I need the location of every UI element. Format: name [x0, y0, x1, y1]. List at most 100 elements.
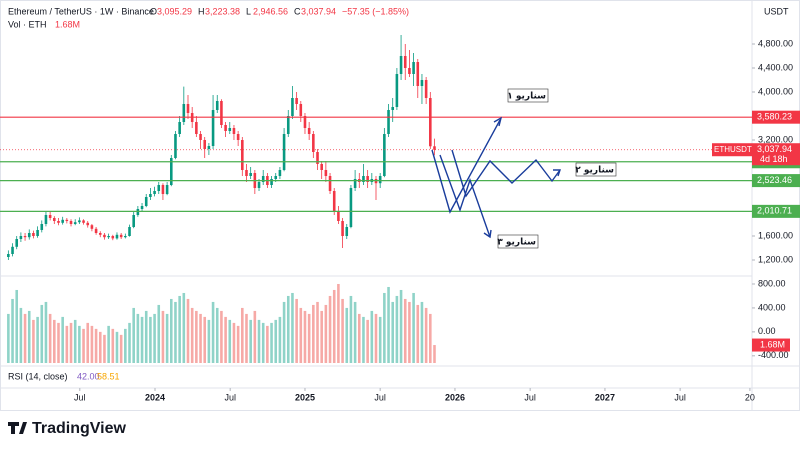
volume-bar — [169, 298, 173, 363]
x-tick-label: 2024 — [145, 392, 165, 402]
annotation: سناریو ۳ — [497, 238, 536, 248]
candle-body — [61, 219, 64, 223]
volume-bar — [391, 301, 395, 363]
volume-bar — [236, 325, 240, 363]
volume-bar — [224, 316, 227, 363]
candle-body — [416, 62, 420, 86]
candle-body — [403, 56, 407, 68]
candle-body — [111, 236, 115, 239]
level-label: 2,523.46 — [757, 175, 792, 185]
volume-bar — [324, 304, 328, 363]
ohlc-key: C — [294, 6, 301, 16]
last-price-label: 3,037.94 — [757, 144, 792, 154]
candle-body — [220, 101, 223, 125]
y-tick-label: 4,400.00 — [758, 62, 793, 72]
volume-bar — [345, 307, 349, 363]
candle-body — [57, 221, 60, 223]
candle-body — [241, 140, 244, 170]
candle-body — [48, 215, 52, 218]
volume-bar — [249, 319, 252, 363]
plot: 4,800.00 4,400.00 4,000.00 3,200.00 1,600.00… — [0, 35, 800, 402]
candle-body — [115, 234, 119, 239]
volume-bar — [132, 307, 135, 363]
arrow-head — [553, 169, 561, 177]
x-tick-label: Jul — [524, 392, 536, 402]
rsi-value: 42.00 — [77, 371, 100, 381]
price-label-box — [752, 143, 800, 166]
volume-bar — [278, 316, 282, 363]
candle-body — [195, 122, 198, 134]
price-label-box — [752, 110, 800, 124]
volume-bar — [73, 319, 77, 363]
ohlc-value: 2,946.56 — [253, 6, 288, 16]
candle-body — [291, 98, 294, 116]
volume-bar — [48, 313, 52, 363]
brand: TradingView — [32, 420, 127, 437]
candle-body — [69, 221, 73, 224]
candle-body — [15, 239, 19, 247]
volume-bar — [429, 313, 432, 363]
candle-body — [65, 219, 69, 221]
volume-bar — [27, 310, 31, 363]
candle-body — [82, 220, 85, 223]
volume-bar — [161, 310, 165, 363]
volume-bar — [19, 307, 23, 363]
candle-body — [303, 116, 307, 128]
candle-body — [353, 179, 357, 188]
volume-bar — [316, 301, 319, 363]
countdown: 4d 18h — [760, 154, 788, 164]
volume-bar — [195, 310, 198, 363]
annotation-box — [497, 234, 539, 249]
logo-mark — [8, 422, 27, 434]
candle-body — [412, 62, 415, 74]
volume-bar — [295, 298, 298, 363]
volume-bar — [182, 292, 186, 363]
volume-bar — [36, 316, 39, 363]
volume-bar — [257, 319, 261, 363]
volume-bar — [211, 301, 215, 363]
volume-bar — [245, 313, 248, 363]
volume-bar — [174, 301, 177, 363]
arrow-head — [493, 116, 503, 127]
volume-bar — [199, 313, 202, 363]
volume-bar — [270, 322, 273, 363]
volume-bar — [94, 328, 98, 363]
annotation: سناریو ۱ — [507, 92, 546, 102]
candle-body — [307, 128, 311, 134]
volume-bar — [349, 295, 353, 363]
candle-body — [94, 228, 98, 233]
rsi-label: RSI (14, close) — [8, 371, 68, 381]
candle-body — [211, 110, 215, 146]
candle-body — [366, 176, 369, 182]
candle-body — [132, 215, 135, 227]
candle-body — [124, 236, 127, 238]
level-label: 2,010.71 — [757, 206, 792, 216]
volume-bar — [115, 331, 119, 363]
volume-bar — [341, 298, 344, 363]
volume-bar — [307, 313, 311, 363]
volume-bar — [203, 316, 207, 363]
candle-body — [144, 197, 148, 206]
candle-body — [320, 164, 323, 170]
volume-bar — [274, 319, 278, 363]
candle-body — [349, 188, 353, 227]
x-tick-label: 20 — [745, 392, 755, 402]
volume-bar — [11, 298, 14, 363]
candle-body — [215, 101, 219, 110]
volume-bar — [362, 316, 365, 363]
candle-body — [174, 134, 177, 158]
ohlc-key: L — [246, 6, 251, 16]
candle-body — [107, 236, 110, 238]
scenario-drawings — [431, 116, 561, 239]
candle-body — [11, 246, 14, 254]
annotation-box — [507, 88, 549, 103]
volume-bar — [299, 307, 303, 363]
volume-bar — [23, 313, 27, 363]
candle-body — [395, 74, 399, 107]
candle-body — [249, 173, 252, 176]
volume-bar — [53, 319, 56, 363]
x-tick-label: Jul — [374, 392, 386, 402]
ohlc-key: O — [150, 6, 157, 16]
volume-bar — [253, 310, 257, 363]
candle-body — [98, 233, 102, 235]
